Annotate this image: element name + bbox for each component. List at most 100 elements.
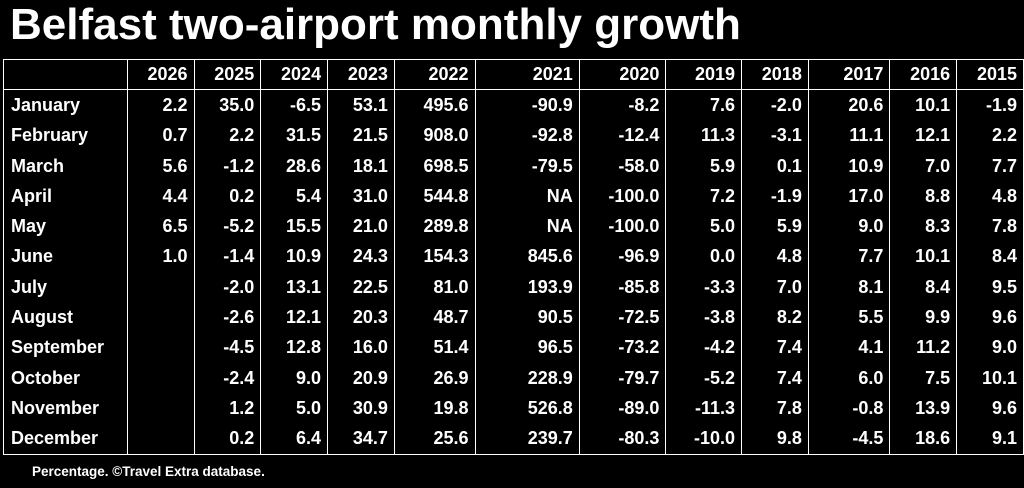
table-cell bbox=[126, 362, 195, 393]
row-label: September bbox=[3, 332, 128, 363]
table-cell: 6.4 bbox=[260, 423, 329, 455]
table-cell: 698.5 bbox=[393, 150, 476, 181]
table-cell: 9.8 bbox=[741, 423, 809, 455]
table-cell: 193.9 bbox=[474, 271, 580, 303]
table-cell: 51.4 bbox=[393, 332, 476, 363]
table-cell: 81.0 bbox=[393, 271, 476, 303]
table-cell: 17.0 bbox=[807, 180, 891, 212]
column-header-2024: 2024 bbox=[260, 59, 329, 90]
table-cell: NA bbox=[474, 180, 580, 212]
table-cell: 16.0 bbox=[327, 332, 395, 363]
table-cell: 7.0 bbox=[741, 271, 809, 303]
table-cell: 90.5 bbox=[474, 302, 580, 333]
table-cell: 20.3 bbox=[327, 302, 395, 333]
table-cell: -3.3 bbox=[665, 271, 743, 303]
table-cell: 2.2 bbox=[126, 89, 195, 121]
table-cell: 9.5 bbox=[956, 271, 1024, 303]
table-cell: 4.1 bbox=[807, 332, 891, 363]
table-cell: 8.8 bbox=[889, 180, 958, 212]
table-cell: 9.6 bbox=[956, 392, 1024, 424]
table-cell: 10.1 bbox=[889, 89, 958, 121]
column-header-2025: 2025 bbox=[193, 59, 262, 90]
table-cell: 34.7 bbox=[327, 423, 395, 455]
table-cell: 21.5 bbox=[327, 120, 395, 151]
table-cell: 0.2 bbox=[193, 180, 262, 212]
table-cell: -11.3 bbox=[665, 392, 743, 424]
table-cell: 31.0 bbox=[327, 180, 395, 212]
column-header-2026: 2026 bbox=[126, 59, 195, 90]
table-cell: -72.5 bbox=[578, 302, 667, 333]
table-cell: 1.2 bbox=[193, 392, 262, 424]
table-cell: 4.4 bbox=[126, 180, 195, 212]
table-cell: 5.5 bbox=[807, 302, 891, 333]
table-cell: 18.1 bbox=[327, 150, 395, 181]
chart-title: Belfast two-airport monthly growth bbox=[10, 0, 741, 49]
table-cell: 7.8 bbox=[956, 211, 1024, 242]
row-label: October bbox=[3, 362, 128, 393]
table-cell bbox=[126, 423, 195, 455]
table-cell: -92.8 bbox=[474, 120, 580, 151]
table-cell: -4.5 bbox=[193, 332, 262, 363]
header-corner bbox=[3, 59, 128, 90]
table-row: April 4.4 0.2 5.4 31.0 544.8 NA -100.0 7.2 -1.9 17… bbox=[3, 180, 1024, 212]
table-cell: 228.9 bbox=[474, 362, 580, 393]
table-row: March 5.6 -1.2 28.6 18.1 698.5 -79.5 -58.0 5.9 0.… bbox=[3, 150, 1024, 181]
table-cell: -1.9 bbox=[956, 89, 1024, 121]
table-cell: 9.0 bbox=[956, 332, 1024, 363]
table-cell: 544.8 bbox=[393, 180, 476, 212]
table-cell: -2.0 bbox=[741, 89, 809, 121]
table-cell: 9.6 bbox=[956, 302, 1024, 333]
table-cell: 0.1 bbox=[741, 150, 809, 181]
table-cell: 8.4 bbox=[889, 271, 958, 303]
table-cell: 2.2 bbox=[956, 120, 1024, 151]
table-cell: 28.6 bbox=[260, 150, 329, 181]
table-cell: 25.6 bbox=[393, 423, 476, 455]
table-cell: -96.9 bbox=[578, 241, 667, 272]
table-cell: 7.0 bbox=[889, 150, 958, 181]
table-cell: 5.0 bbox=[665, 211, 743, 242]
table-cell: 9.1 bbox=[956, 423, 1024, 455]
table-cell: 5.4 bbox=[260, 180, 329, 212]
table-cell: -58.0 bbox=[578, 150, 667, 181]
column-header-2017: 2017 bbox=[807, 59, 891, 90]
table-cell: 7.6 bbox=[665, 89, 743, 121]
row-label: June bbox=[3, 241, 128, 272]
table-cell: 0.0 bbox=[665, 241, 743, 272]
footnote: Percentage. ©Travel Extra database. bbox=[32, 464, 265, 479]
table-cell: 0.7 bbox=[126, 120, 195, 151]
table-cell: -12.4 bbox=[578, 120, 667, 151]
table-cell: 4.8 bbox=[741, 241, 809, 272]
table-cell: 7.7 bbox=[956, 150, 1024, 181]
table-cell: 845.6 bbox=[474, 241, 580, 272]
table-cell bbox=[126, 332, 195, 363]
table-cell: 5.9 bbox=[665, 150, 743, 181]
table-cell: 31.5 bbox=[260, 120, 329, 151]
table-cell: 10.1 bbox=[956, 362, 1024, 393]
table-cell: -5.2 bbox=[193, 211, 262, 242]
table-row: January 2.2 35.0 -6.5 53.1 495.6 -90.9 -8.2 7.6-… bbox=[3, 89, 1024, 121]
table-cell: 0.2 bbox=[193, 423, 262, 455]
table-cell: -10.0 bbox=[665, 423, 743, 455]
table-cell: -100.0 bbox=[578, 211, 667, 242]
table-cell: -1.2 bbox=[193, 150, 262, 181]
table-cell: 18.6 bbox=[889, 423, 958, 455]
table-cell: 7.4 bbox=[741, 362, 809, 393]
table-cell bbox=[126, 302, 195, 333]
table-cell: 5.9 bbox=[741, 211, 809, 242]
table-cell: 8.3 bbox=[889, 211, 958, 242]
table-cell: -79.5 bbox=[474, 150, 580, 181]
column-header-2021: 2021 bbox=[474, 59, 580, 90]
table-cell: 2.2 bbox=[193, 120, 262, 151]
table-cell: -90.9 bbox=[474, 89, 580, 121]
table-cell: -8.2 bbox=[578, 89, 667, 121]
row-label: February bbox=[3, 120, 128, 151]
table-cell: 6.0 bbox=[807, 362, 891, 393]
table-cell bbox=[126, 271, 195, 303]
table-cell: 908.0 bbox=[393, 120, 476, 151]
column-header-2020: 2020 bbox=[578, 59, 667, 90]
table-cell: 20.9 bbox=[327, 362, 395, 393]
table-cell: 6.5 bbox=[126, 211, 195, 242]
table-cell: 11.1 bbox=[807, 120, 891, 151]
table-cell: -2.6 bbox=[193, 302, 262, 333]
table-cell: 11.3 bbox=[665, 120, 743, 151]
